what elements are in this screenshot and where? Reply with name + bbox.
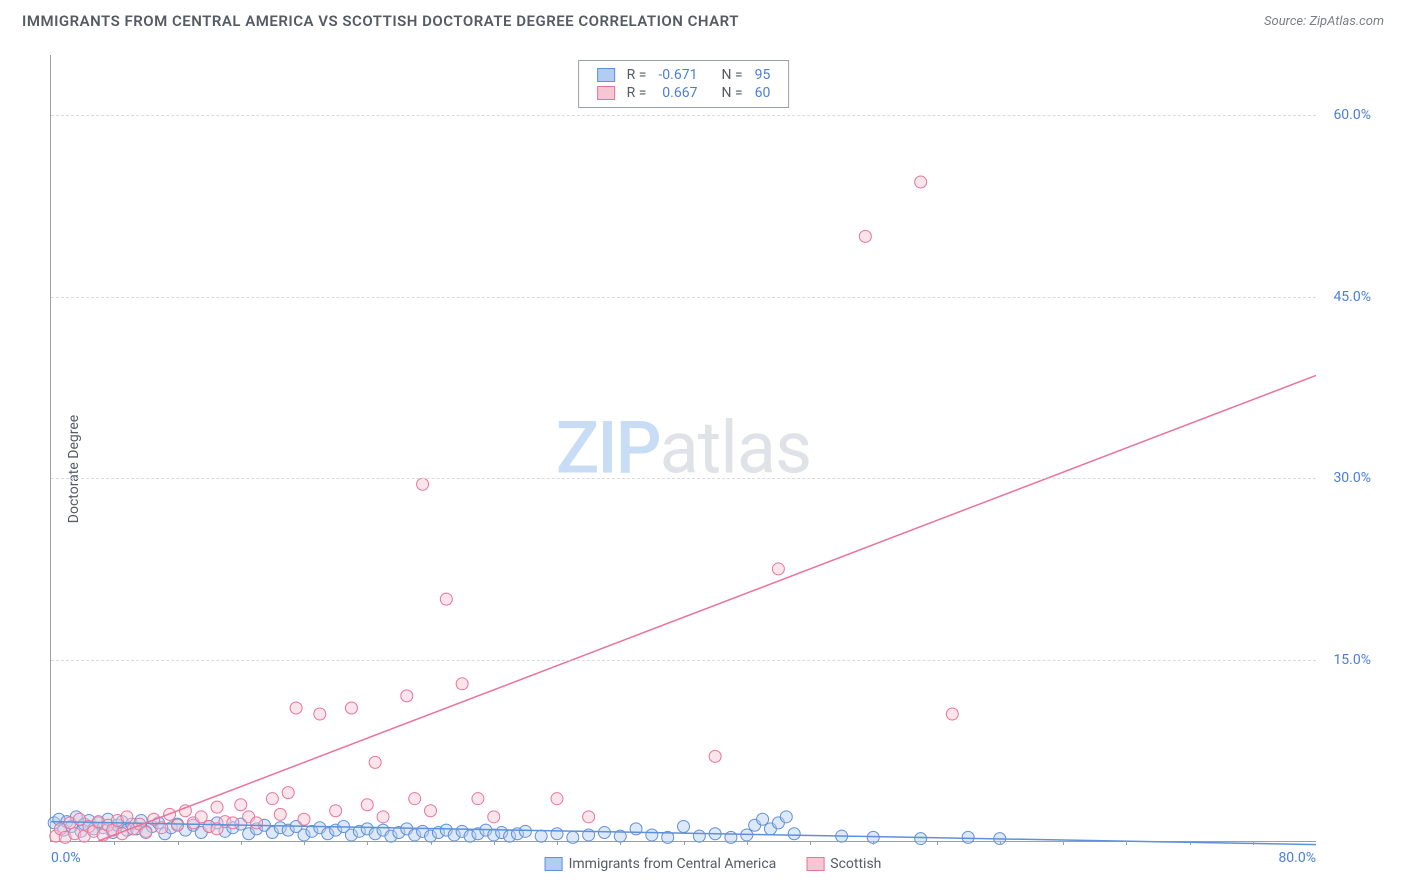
data-point (330, 805, 342, 817)
data-point (551, 828, 563, 840)
data-point (772, 563, 784, 575)
data-point (788, 828, 800, 840)
gridline (51, 660, 1316, 661)
x-minor-tick (937, 841, 938, 845)
y-tick-label: 45.0% (1333, 289, 1371, 305)
data-point (266, 793, 278, 805)
data-point (409, 793, 421, 805)
gridline (51, 297, 1316, 298)
data-point (377, 811, 389, 823)
data-point (915, 176, 927, 188)
data-point (417, 478, 429, 490)
data-point (678, 820, 690, 832)
data-point (535, 830, 547, 842)
data-point (472, 793, 484, 805)
y-tick-label: 30.0% (1333, 470, 1371, 486)
x-minor-tick (114, 841, 115, 845)
data-point (630, 823, 642, 835)
x-minor-tick (620, 841, 621, 845)
x-minor-tick (873, 841, 874, 845)
header: IMMIGRANTS FROM CENTRAL AMERICA VS SCOTT… (0, 0, 1406, 40)
swatch-series-1-icon (545, 857, 563, 871)
x-minor-tick (684, 841, 685, 845)
data-point (314, 708, 326, 720)
x-tick-label: 0.0% (51, 850, 81, 866)
x-minor-tick (1253, 841, 1254, 845)
data-point (519, 825, 531, 837)
source-attribution: Source: ZipAtlas.com (1264, 14, 1384, 29)
data-point (488, 811, 500, 823)
plot-area: ZIPatlas R = -0.671 N = 95 R = 0.667 (50, 55, 1316, 842)
x-minor-tick (1126, 841, 1127, 845)
data-point (140, 827, 152, 839)
legend-item-1: Immigrants from Central America (545, 856, 777, 872)
data-point (369, 756, 381, 768)
data-point (440, 593, 452, 605)
data-point (345, 702, 357, 714)
x-minor-tick (747, 841, 748, 845)
x-minor-tick (178, 841, 179, 845)
data-point (282, 787, 294, 799)
data-point (274, 808, 286, 820)
correlation-legend: R = -0.671 N = 95 R = 0.667 N = 60 (578, 60, 790, 108)
data-point (172, 819, 184, 831)
swatch-series-2-icon (806, 857, 824, 871)
data-point (121, 811, 133, 823)
chart-container: Doctorate Degree ZIPatlas R = -0.671 N =… (50, 55, 1376, 882)
data-point (598, 827, 610, 839)
x-minor-tick (1190, 841, 1191, 845)
data-point (251, 817, 263, 829)
data-point (298, 813, 310, 825)
scatter-plot-svg (51, 55, 1316, 841)
x-tick-label: 80.0% (1278, 850, 1316, 866)
legend-item-2: Scottish (806, 856, 881, 872)
data-point (757, 813, 769, 825)
data-point (456, 678, 468, 690)
data-point (227, 817, 239, 829)
data-point (693, 830, 705, 842)
x-minor-tick (1000, 841, 1001, 845)
data-point (195, 811, 207, 823)
y-tick-label: 60.0% (1333, 107, 1371, 123)
x-minor-tick (304, 841, 305, 845)
data-point (567, 831, 579, 843)
series-legend: Immigrants from Central America Scottish (539, 854, 888, 874)
data-point (962, 831, 974, 843)
legend-row-series-1: R = -0.671 N = 95 (591, 66, 777, 84)
chart-title: IMMIGRANTS FROM CENTRAL AMERICA VS SCOTT… (22, 12, 739, 30)
x-minor-tick (494, 841, 495, 845)
data-point (709, 750, 721, 762)
data-point (235, 799, 247, 811)
legend-row-series-2: R = 0.667 N = 60 (591, 84, 777, 102)
x-minor-tick (1063, 841, 1064, 845)
x-minor-tick (241, 841, 242, 845)
data-point (859, 230, 871, 242)
data-point (425, 805, 437, 817)
data-point (725, 831, 737, 843)
gridline (51, 478, 1316, 479)
y-tick-label: 15.0% (1333, 652, 1371, 668)
data-point (551, 793, 563, 805)
x-minor-tick (431, 841, 432, 845)
data-point (646, 829, 658, 841)
x-minor-tick (367, 841, 368, 845)
data-point (361, 799, 373, 811)
gridline (51, 115, 1316, 116)
data-point (780, 811, 792, 823)
data-point (290, 702, 302, 714)
x-minor-tick (557, 841, 558, 845)
swatch-series-2 (597, 86, 615, 100)
x-minor-tick (810, 841, 811, 845)
data-point (915, 833, 927, 845)
data-point (211, 801, 223, 813)
data-point (583, 811, 595, 823)
swatch-series-1 (597, 68, 615, 82)
regression-line (98, 375, 1316, 841)
data-point (946, 708, 958, 720)
data-point (401, 690, 413, 702)
